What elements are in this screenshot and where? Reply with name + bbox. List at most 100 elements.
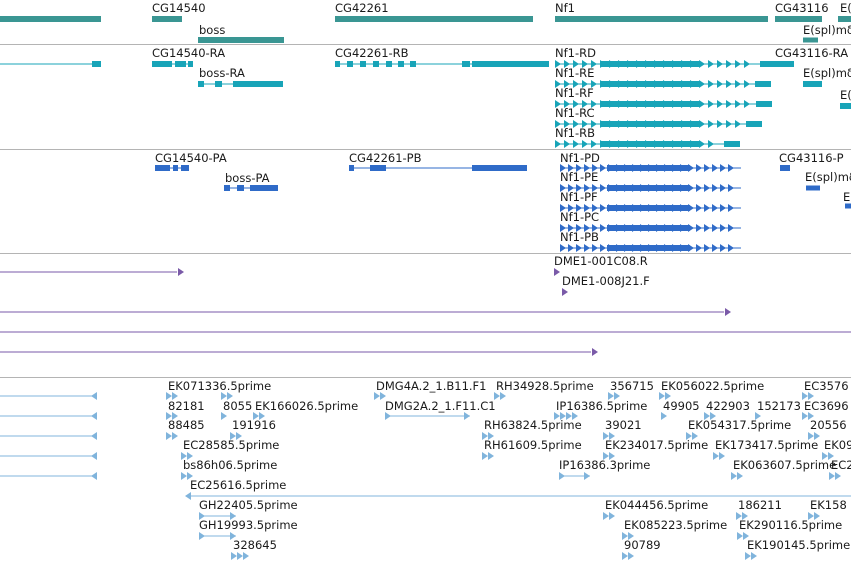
protein-nf1-exon[interactable] [568,244,574,252]
est-arrow[interactable] [665,392,671,400]
clone-arrow[interactable] [592,348,598,356]
protein-nf1-exon[interactable] [728,224,734,232]
protein-nf1-exon[interactable] [712,184,718,192]
protein-nf1-exon[interactable] [560,204,566,212]
transcript-nf1-exon[interactable] [726,100,732,108]
est-arrow[interactable] [609,512,615,520]
transcript-cg14540-ra-exon[interactable] [152,61,172,67]
gene-bar[interactable] [775,16,822,22]
est-arrow[interactable] [737,472,743,480]
transcript-nf1-exon[interactable] [708,120,714,128]
protein-nf1-exon[interactable] [560,184,566,192]
gene-label[interactable]: CG43116 [775,1,829,15]
transcript-nf1-exon[interactable] [600,61,700,67]
est-arrow[interactable] [166,392,172,400]
protein-nf1-exon[interactable] [600,184,606,192]
est-label[interactable]: DMG4A.2_1.B11.F1 [376,379,487,393]
gene-label[interactable]: E(spl)mδ [803,23,851,37]
protein-nf1-exon[interactable] [576,184,582,192]
est-arrow[interactable] [659,392,665,400]
protein-nf1-exon[interactable] [576,224,582,232]
protein-nf1-exon[interactable] [576,204,582,212]
transcript-boss-ra-exon[interactable] [233,81,283,87]
est-arrow[interactable] [230,532,236,540]
est-label[interactable]: EC25616.5prime [190,478,287,492]
est-arrow[interactable] [719,452,725,460]
est-label[interactable]: 356715 [610,379,654,393]
transcript-nf1-exon[interactable] [591,60,597,68]
est-label[interactable]: 191916 [232,418,276,432]
transcript-nf1-exon[interactable] [708,100,714,108]
est-arrow[interactable] [814,512,820,520]
protein-nf1-exon[interactable] [704,244,710,252]
est-arrow[interactable] [829,472,835,480]
transcript-nf1-exon[interactable] [555,60,561,68]
est-arrow[interactable] [231,552,237,560]
clone-label[interactable]: DME1-008J21.F [562,274,650,288]
transcript-nf1-exon[interactable] [726,80,732,88]
est-arrow[interactable] [560,412,566,420]
transcript-nf1-exon[interactable] [582,60,588,68]
est-arrow[interactable] [802,412,808,420]
transcript-nf1-exon[interactable] [708,60,714,68]
est-arrow[interactable] [755,412,761,420]
protein-nf1-exon[interactable] [696,224,702,232]
transcript-cg42261-rb-exon[interactable] [472,61,549,67]
transcript-nf1-exon[interactable] [699,80,705,88]
est-label[interactable]: IP16386.3prime [559,458,651,472]
transcript-label[interactable]: Nf1-RD [555,46,596,60]
transcript-nf1-exon[interactable] [591,140,597,148]
transcript-nf1-exon[interactable] [600,81,700,87]
transcript-nf1-exon[interactable] [573,120,579,128]
transcript-exon[interactable] [92,61,101,67]
transcript-boss-ra-exon[interactable] [215,81,222,87]
est-arrow[interactable] [374,392,380,400]
protein-label[interactable]: CG14540-PA [155,151,227,165]
transcript-nf1-exon[interactable] [726,60,732,68]
est-label[interactable]: 152173 [757,399,801,413]
transcript-label[interactable]: CG43116-RA [775,46,849,60]
est-arrow[interactable] [221,412,227,420]
est-label[interactable]: EC3576 [804,379,849,393]
protein-nf1-exon[interactable] [712,204,718,212]
est-arrow[interactable] [259,412,265,420]
transcript-cg42261-rb-exon[interactable] [335,61,340,67]
protein-nf1-exon[interactable] [576,164,582,172]
transcript-nf1-exon[interactable] [735,120,741,128]
est-arrow[interactable] [566,412,572,420]
protein-nf1-exon[interactable] [584,184,590,192]
clone-arrow[interactable] [725,308,731,316]
gene-label[interactable]: Nf1 [555,1,575,15]
est-arrow[interactable] [704,412,710,420]
est-arrow[interactable] [181,452,187,460]
est-arrow[interactable] [737,532,743,540]
transcript-nf1-exon[interactable] [735,80,741,88]
est-arrow[interactable] [828,452,834,460]
transcript-nf1-exon[interactable] [600,101,700,107]
est-arrow[interactable] [488,432,494,440]
transcript-nf1-exon[interactable] [555,140,561,148]
transcript-nf1-exon[interactable] [591,120,597,128]
transcript-nf1-exon[interactable] [760,61,776,67]
transcript-cg14540-ra-exon[interactable] [175,61,186,67]
transcript-nf1-exon[interactable] [582,80,588,88]
est-arrow[interactable] [91,412,97,420]
est-arrow[interactable] [808,392,814,400]
protein-nf1-exon[interactable] [607,245,690,251]
protein-nf1-exon[interactable] [696,184,702,192]
transcript-exon[interactable] [840,103,851,109]
protein-nf1-exon[interactable] [704,164,710,172]
protein-nf1-exon[interactable] [704,184,710,192]
est-arrow[interactable] [742,512,748,520]
protein-label[interactable]: E( [843,190,851,204]
est-label[interactable]: 39021 [605,418,642,432]
transcript-label[interactable]: CG14540-RA [152,46,226,60]
transcript-nf1-exon[interactable] [582,100,588,108]
transcript-cg42261-rb-exon[interactable] [347,61,353,67]
protein-nf1-exon[interactable] [720,204,726,212]
gene-bar[interactable] [152,16,182,22]
protein-nf1-exon[interactable] [720,164,726,172]
gene-bar[interactable] [803,37,818,43]
protein-nf1-exon[interactable] [600,244,606,252]
transcript-nf1-exon[interactable] [708,140,714,148]
